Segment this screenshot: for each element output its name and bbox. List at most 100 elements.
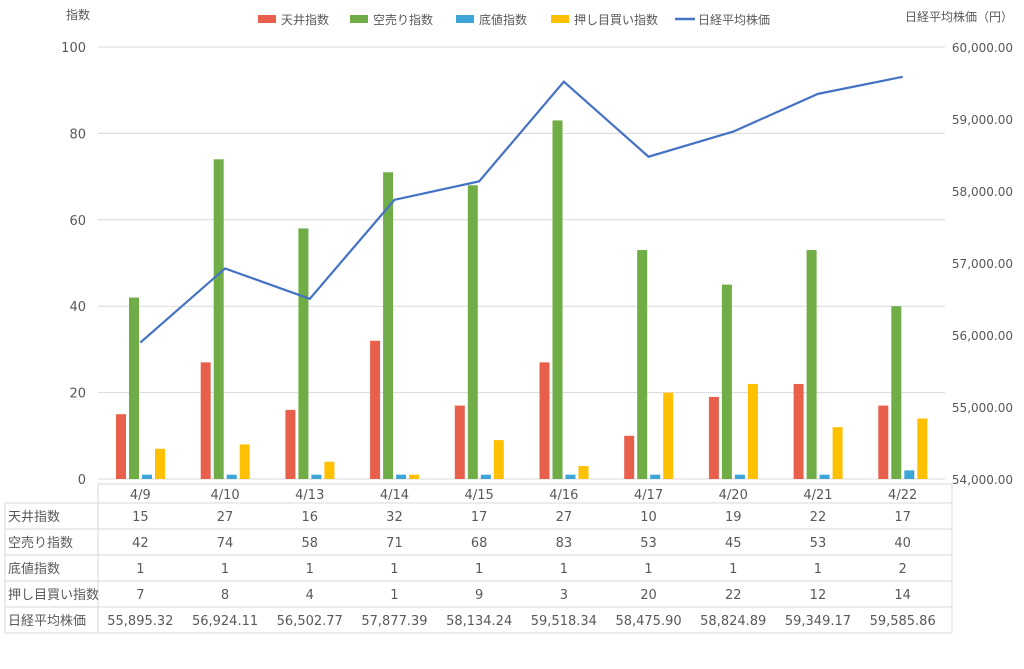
bar [806, 250, 817, 479]
category-label: 4/22 [888, 488, 917, 503]
table-cell: 58,824.89 [700, 614, 766, 629]
category-label: 4/13 [295, 488, 324, 503]
right-tick-label: 59,000.00 [952, 113, 1013, 127]
table-cell: 53 [810, 536, 827, 551]
left-tick-label: 60 [69, 214, 86, 229]
table-cell: 1 [644, 562, 652, 577]
table-cell: 55,895.32 [107, 614, 173, 629]
legend-swatch [551, 15, 569, 23]
table-cell: 16 [301, 510, 318, 525]
table-cell: 53 [640, 536, 657, 551]
bar [285, 409, 296, 479]
bar [370, 340, 381, 479]
bar [917, 418, 928, 479]
table-cell: 7 [136, 588, 144, 603]
table-cell: 3 [560, 588, 568, 603]
bar [383, 172, 394, 479]
table-cell: 17 [471, 510, 488, 525]
bar [142, 474, 152, 479]
bar [324, 461, 335, 479]
legend-swatch [456, 15, 474, 23]
bar [793, 383, 804, 479]
table-cell: 68 [471, 536, 488, 551]
bar [832, 427, 843, 479]
bar [734, 474, 745, 479]
left-tick-label: 20 [69, 387, 86, 402]
table-cell: 27 [217, 510, 234, 525]
table-cell: 56,502.77 [277, 614, 343, 629]
category-label: 4/21 [803, 488, 832, 503]
table-cell: 17 [894, 510, 911, 525]
table-row-label: 底値指数 [8, 561, 60, 577]
category-label: 4/17 [634, 488, 663, 503]
right-tick-label: 58,000.00 [952, 185, 1013, 199]
bar [819, 474, 830, 479]
table-cell: 40 [894, 536, 911, 551]
bar [409, 474, 420, 479]
table-cell: 19 [725, 510, 742, 525]
right-tick-label: 56,000.00 [952, 329, 1013, 343]
nikkei-line [139, 75, 903, 344]
bar [878, 405, 889, 479]
table-row-label: 空売り指数 [8, 535, 73, 551]
table-cell: 1 [390, 588, 398, 603]
table-row-label: 日経平均株価 [8, 614, 86, 629]
bar [891, 306, 902, 479]
bar [200, 362, 211, 479]
right-tick-label: 54,000.00 [952, 473, 1013, 487]
table-cell: 59,585.86 [870, 614, 936, 629]
bar [624, 435, 635, 479]
category-label: 4/14 [380, 488, 409, 503]
table-cell: 15 [132, 510, 149, 525]
right-tick-label: 57,000.00 [952, 257, 1013, 271]
table-cell: 14 [894, 588, 911, 603]
bar [213, 159, 224, 479]
bar [637, 250, 648, 479]
table-cell: 71 [386, 536, 403, 551]
table-cell: 1 [475, 562, 483, 577]
bar [226, 474, 237, 479]
table-cell: 2 [899, 562, 907, 577]
table-cell: 57,877.39 [361, 614, 427, 629]
bar [539, 362, 550, 479]
table-cell: 1 [729, 562, 737, 577]
legend-label: 天井指数 [281, 12, 329, 27]
left-tick-label: 0 [78, 473, 86, 488]
table-cell: 22 [725, 588, 742, 603]
category-label: 4/20 [719, 488, 748, 503]
table-cell: 4 [306, 588, 314, 603]
legend-label: 日経平均株価 [698, 12, 770, 27]
table-cell: 1 [560, 562, 568, 577]
bar [578, 466, 589, 479]
category-label: 4/15 [465, 488, 494, 503]
table-cell: 42 [132, 536, 149, 551]
table-cell: 8 [221, 588, 229, 603]
category-label: 4/10 [210, 488, 239, 503]
bar [747, 383, 758, 479]
left-tick-label: 40 [69, 300, 86, 315]
table-cell: 59,349.17 [785, 614, 851, 629]
left-axis-title: 指数 [66, 7, 90, 22]
table-cell: 20 [640, 588, 657, 603]
category-label: 4/9 [130, 488, 151, 503]
table-cell: 1 [306, 562, 314, 577]
table-cell: 1 [221, 562, 229, 577]
bar [552, 120, 563, 479]
table-cell: 74 [217, 536, 234, 551]
table-row-label: 天井指数 [8, 510, 60, 525]
table-cell: 56,924.11 [192, 614, 258, 629]
table-cell: 58,475.90 [615, 614, 681, 629]
bar [480, 474, 491, 479]
bar [708, 396, 719, 479]
bar [298, 228, 309, 479]
bar [565, 474, 576, 479]
bar [454, 405, 465, 479]
bar [467, 185, 478, 480]
table-cell: 83 [556, 536, 573, 551]
bar [663, 392, 674, 479]
legend-swatch [350, 15, 368, 23]
bar [396, 474, 407, 479]
table-cell: 59,518.34 [531, 614, 597, 629]
legend-label: 押し目買い指数 [574, 12, 658, 27]
